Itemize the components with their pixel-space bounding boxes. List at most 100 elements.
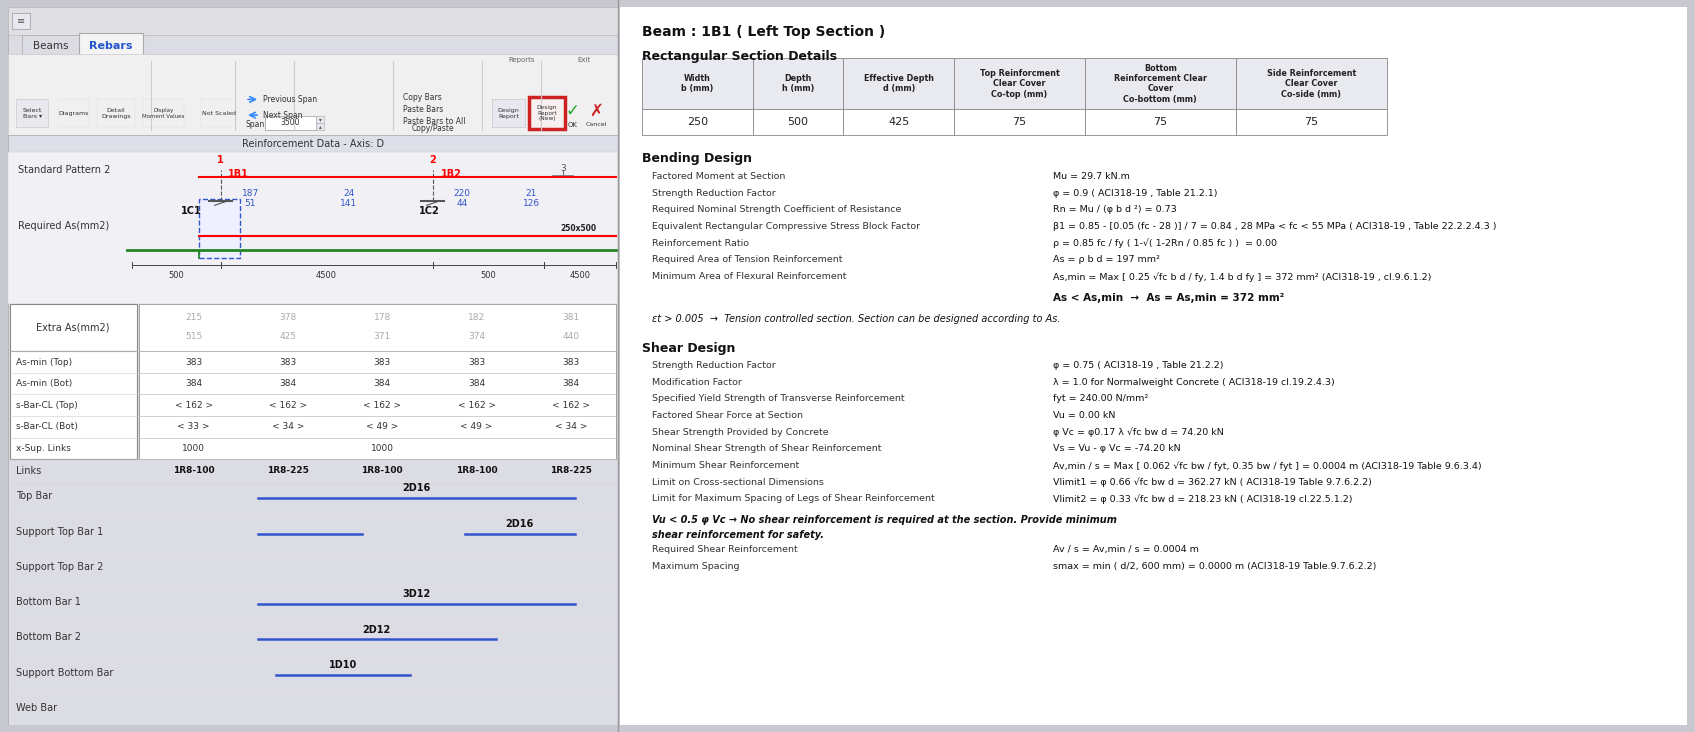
Text: Design
Report: Design Report: [498, 108, 519, 119]
Bar: [139, 395, 615, 416]
Text: As-min (Top): As-min (Top): [17, 357, 73, 367]
Text: 75: 75: [1153, 117, 1168, 127]
Text: Vu = 0.00 kN: Vu = 0.00 kN: [1053, 411, 1115, 420]
Text: Factored Moment at Section: Factored Moment at Section: [653, 172, 785, 181]
Text: Vlimit1 = φ 0.66 √fc bw d = 362.27 kN ( ACI318-19 Table 9.7.6.2.2): Vlimit1 = φ 0.66 √fc bw d = 362.27 kN ( …: [1053, 478, 1371, 488]
Text: 374: 374: [468, 332, 485, 341]
Text: Required Nominal Strength Coefficient of Resistance: Required Nominal Strength Coefficient of…: [653, 205, 902, 214]
Bar: [844, 109, 954, 135]
Text: Required As(mm2): Required As(mm2): [19, 221, 110, 231]
Text: < 162 >: < 162 >: [363, 400, 402, 410]
Text: Support Bottom Bar: Support Bottom Bar: [17, 668, 114, 678]
Bar: [529, 97, 564, 129]
Text: 384: 384: [468, 379, 485, 388]
Bar: [642, 59, 753, 109]
Bar: [198, 199, 241, 258]
Text: 4500: 4500: [570, 271, 590, 280]
Text: 75: 75: [1012, 117, 1027, 127]
Text: As < As,min  →  As = As,min = 372 mm²: As < As,min → As = As,min = 372 mm²: [1053, 293, 1283, 302]
Bar: [17, 100, 47, 127]
Bar: [317, 123, 324, 130]
Text: Beam : 1B1 ( Left Top Section ): Beam : 1B1 ( Left Top Section ): [642, 25, 885, 39]
Text: 2D16: 2D16: [402, 483, 431, 493]
Text: Beams: Beams: [34, 40, 68, 51]
Text: < 34 >: < 34 >: [271, 422, 303, 431]
Text: 500: 500: [788, 117, 809, 127]
Bar: [492, 100, 525, 127]
Text: 3D12: 3D12: [402, 589, 431, 600]
Bar: [1236, 109, 1387, 135]
Text: 250: 250: [686, 117, 709, 127]
Text: Cancel: Cancel: [585, 122, 607, 127]
Text: 220: 220: [454, 189, 471, 198]
Text: Rebars: Rebars: [90, 40, 132, 51]
Text: Minimum Shear Reinforcement: Minimum Shear Reinforcement: [653, 461, 800, 470]
Text: 1: 1: [217, 155, 224, 165]
Bar: [139, 351, 615, 373]
Text: Strength Reduction Factor: Strength Reduction Factor: [653, 361, 776, 370]
Text: 384: 384: [280, 379, 297, 388]
Text: 1C2: 1C2: [419, 206, 439, 216]
Text: Support Top Bar 2: Support Top Bar 2: [17, 562, 103, 572]
Bar: [139, 373, 615, 395]
Text: Design
Report
(New): Design Report (New): [537, 105, 558, 122]
Text: shear reinforcement for safety.: shear reinforcement for safety.: [653, 530, 824, 539]
Text: 51: 51: [244, 199, 256, 208]
Text: x-Sup. Links: x-Sup. Links: [17, 444, 71, 453]
Text: Bottom
Reinforcement Clear
Cover
Co-bottom (mm): Bottom Reinforcement Clear Cover Co-bott…: [1114, 64, 1207, 104]
Text: 383: 383: [280, 357, 297, 367]
Text: 215: 215: [185, 313, 202, 323]
Text: Factored Shear Force at Section: Factored Shear Force at Section: [653, 411, 803, 420]
Text: Previous Span: Previous Span: [263, 95, 317, 104]
Text: 2D16: 2D16: [505, 519, 534, 529]
Text: As,min = Max [ 0.25 √fc b d / fy, 1.4 b d fy ] = 372 mm² (ACI318-19 , cl.9.6.1.2: As,min = Max [ 0.25 √fc b d / fy, 1.4 b …: [1053, 272, 1431, 282]
Text: Detail
Drawings: Detail Drawings: [102, 108, 131, 119]
Bar: [97, 100, 134, 127]
Text: φ Vc = φ0.17 λ √fc bw d = 74.20 kN: φ Vc = φ0.17 λ √fc bw d = 74.20 kN: [1053, 427, 1224, 437]
Text: Av / s = Av,min / s = 0.0004 m: Av / s = Av,min / s = 0.0004 m: [1053, 545, 1198, 554]
Text: 383: 383: [185, 357, 202, 367]
Text: 384: 384: [185, 379, 202, 388]
Text: Required Area of Tension Reinforcement: Required Area of Tension Reinforcement: [653, 255, 842, 264]
Text: ▴: ▴: [319, 124, 322, 129]
Text: 2D12: 2D12: [363, 624, 392, 635]
Text: 1C1: 1C1: [181, 206, 202, 216]
Bar: [139, 351, 615, 459]
Text: Rectangular Section Details: Rectangular Section Details: [642, 51, 837, 64]
Text: β1 = 0.85 - [0.05 (fc - 28 )] / 7 = 0.84 , 28 MPa < fc < 55 MPa ( ACI318-19 , Ta: β1 = 0.85 - [0.05 (fc - 28 )] / 7 = 0.84…: [1053, 222, 1497, 231]
Text: Specified Yield Strength of Transverse Reinforcement: Specified Yield Strength of Transverse R…: [653, 395, 905, 403]
Text: Equivalent Rectangular Compressive Stress Block Factor: Equivalent Rectangular Compressive Stres…: [653, 222, 920, 231]
Text: 515: 515: [185, 332, 202, 341]
Text: 384: 384: [373, 379, 392, 388]
Bar: [1236, 59, 1387, 109]
Text: < 162 >: < 162 >: [270, 400, 307, 410]
Bar: [317, 116, 324, 123]
Text: 2: 2: [429, 155, 436, 165]
Text: 371: 371: [373, 332, 392, 341]
Text: Paste Bars to All: Paste Bars to All: [403, 116, 466, 125]
Text: Bending Design: Bending Design: [642, 152, 753, 165]
Text: Side Reinforcement
Clear Cover
Co-side (mm): Side Reinforcement Clear Cover Co-side (…: [1266, 69, 1356, 99]
Text: Nominal Shear Strength of Shear Reinforcement: Nominal Shear Strength of Shear Reinforc…: [653, 444, 881, 453]
Bar: [142, 100, 185, 127]
Text: 1000: 1000: [181, 444, 205, 453]
Text: Width
b (mm): Width b (mm): [681, 74, 714, 94]
Text: Top Reinforcment
Clear Cover
Co-top (mm): Top Reinforcment Clear Cover Co-top (mm): [980, 69, 1059, 99]
Text: Copy/Paste: Copy/Paste: [412, 124, 454, 133]
Text: Limit on Cross-sectional Dimensions: Limit on Cross-sectional Dimensions: [653, 478, 824, 487]
Text: Minimum Area of Flexural Reinforcement: Minimum Area of Flexural Reinforcement: [653, 272, 848, 281]
Text: s-Bar-CL (Top): s-Bar-CL (Top): [17, 400, 78, 410]
Text: Reports: Reports: [508, 57, 534, 63]
Text: ✗: ✗: [590, 102, 603, 120]
Text: Strength Reduction Factor: Strength Reduction Factor: [653, 189, 776, 198]
Text: Standard Pattern 2: Standard Pattern 2: [19, 165, 110, 175]
Text: As-min (Bot): As-min (Bot): [17, 379, 73, 388]
Text: < 162 >: < 162 >: [553, 400, 590, 410]
Text: Paste Bars: Paste Bars: [403, 105, 442, 113]
Text: s-Bar-CL (Bot): s-Bar-CL (Bot): [17, 422, 78, 431]
Text: < 34 >: < 34 >: [554, 422, 586, 431]
Text: φ = 0.9 ( ACI318-19 , Table 21.2.1): φ = 0.9 ( ACI318-19 , Table 21.2.1): [1053, 189, 1217, 198]
Bar: [58, 100, 90, 127]
Text: 44: 44: [456, 199, 468, 208]
Text: Bottom Bar 2: Bottom Bar 2: [17, 632, 81, 643]
